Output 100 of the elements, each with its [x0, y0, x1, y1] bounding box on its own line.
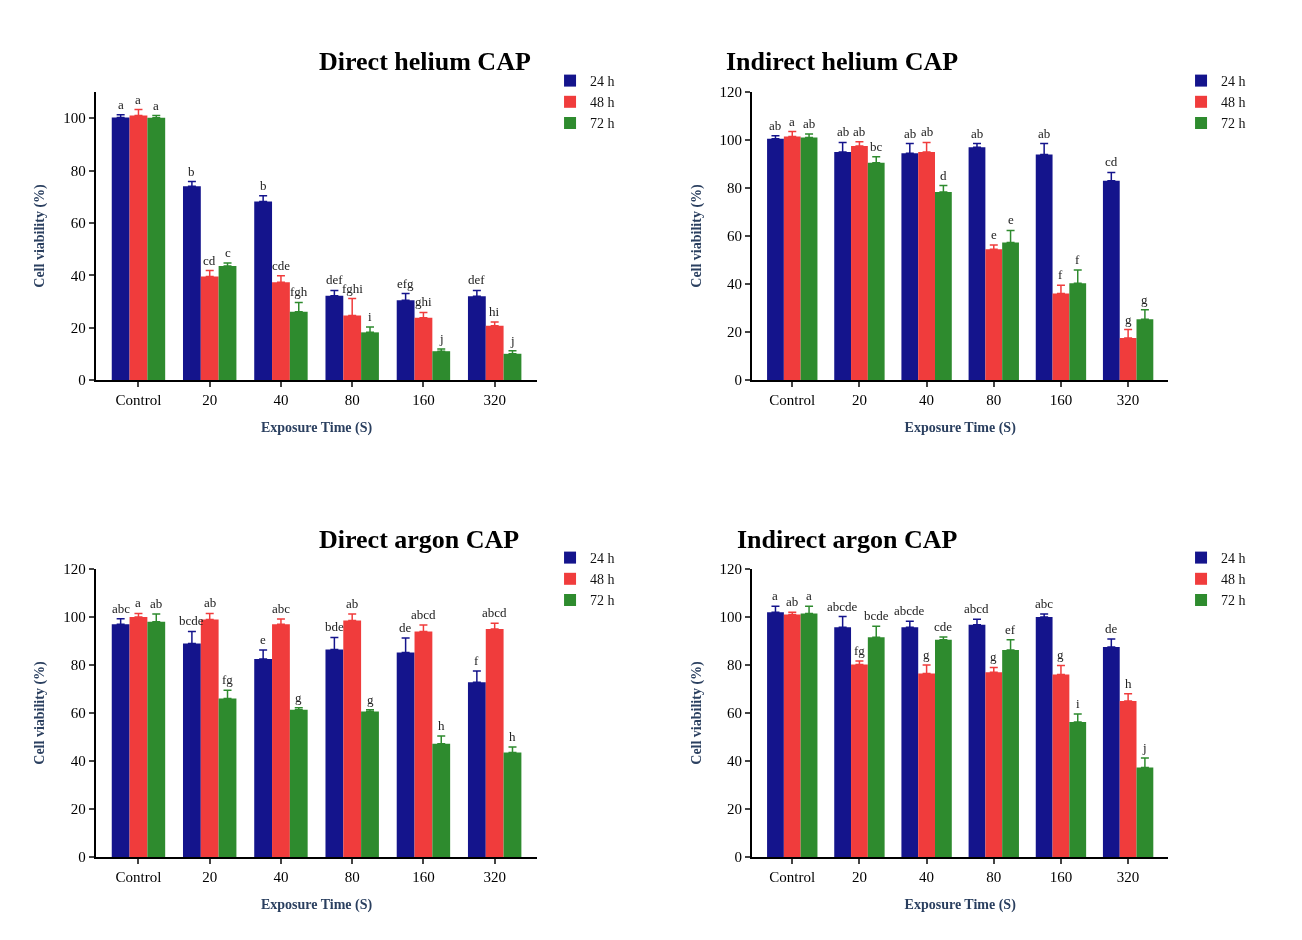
y-tick-label: 80 [726, 180, 742, 197]
y-tick-label: 100 [719, 609, 742, 626]
data-label: a [135, 92, 141, 107]
x-tick-label: 160 [412, 869, 435, 885]
data-label: e [260, 632, 266, 647]
data-label: e [1008, 212, 1014, 227]
y-axis-title: Cell viability (%) [32, 660, 49, 765]
y-tick-label: 20 [726, 324, 742, 341]
chart-title: Direct helium CAP [319, 47, 531, 76]
legend-label: 24 h [590, 551, 615, 567]
data-label: ab [837, 124, 850, 139]
data-label: fghi [342, 281, 364, 296]
bar [800, 137, 818, 380]
x-tick-label: 80 [344, 869, 360, 885]
data-label: hi [489, 304, 500, 319]
x-tick-label: 160 [1049, 392, 1073, 408]
chart-title: Direct argon CAP [319, 525, 520, 554]
bar [767, 138, 784, 380]
data-label: ab [786, 594, 799, 609]
x-tick-label: 40 [919, 392, 935, 408]
data-label: c [225, 245, 231, 260]
data-label: ab [204, 595, 217, 610]
legend-label: 48 h [590, 95, 615, 111]
y-tick-label: 100 [63, 609, 86, 626]
data-label: ab [1038, 126, 1051, 141]
x-tick-label: 320 [483, 392, 506, 408]
data-label: g [1125, 312, 1132, 327]
data-label: fg [854, 643, 866, 658]
x-tick-label: 40 [273, 869, 289, 885]
data-label: abc [272, 601, 291, 616]
legend-label: 72 h [1221, 593, 1246, 609]
y-tick-label: 100 [719, 132, 742, 149]
data-label: h [1125, 676, 1132, 691]
y-tick-label: 20 [70, 801, 86, 818]
y-tick-label: 60 [726, 228, 742, 245]
data-label: def [326, 272, 344, 287]
bar [485, 325, 504, 380]
bar [432, 351, 451, 380]
data-label: g [1057, 647, 1064, 662]
bar [503, 353, 522, 380]
x-tick-label: 40 [919, 869, 935, 885]
bar [1035, 617, 1053, 857]
data-label: g [1141, 292, 1148, 307]
y-tick-label: 40 [726, 276, 742, 293]
data-label: ghi [415, 294, 432, 309]
data-label: d [940, 168, 947, 183]
data-label: fgh [290, 284, 308, 299]
y-tick-label: 60 [70, 215, 86, 232]
x-tick-label: Control [769, 392, 816, 408]
bar [361, 711, 379, 857]
x-tick-label: Control [769, 869, 816, 885]
y-tick-label: 20 [726, 801, 742, 818]
data-label: a [118, 97, 124, 112]
data-label: abcde [827, 599, 858, 614]
data-label: i [1076, 696, 1080, 711]
legend-label: 24 h [590, 74, 615, 90]
y-tick-label: 0 [734, 849, 742, 866]
data-label: f [1058, 267, 1063, 282]
y-tick-label: 40 [70, 753, 86, 770]
x-tick-label: 80 [986, 869, 1002, 885]
data-label: a [789, 114, 795, 129]
bar [968, 147, 986, 380]
data-label: g [923, 647, 930, 662]
legend-label: 48 h [1221, 95, 1246, 111]
data-label: ab [346, 596, 359, 611]
data-label: g [990, 649, 997, 664]
data-label: b [260, 178, 267, 193]
bar [935, 639, 952, 857]
data-label: abcde [894, 603, 925, 618]
x-tick-label: 40 [273, 392, 289, 408]
legend-label: 48 h [590, 572, 615, 588]
y-axis-title: Cell viability (%) [32, 183, 49, 288]
legend-label: 72 h [590, 593, 615, 609]
x-axis-title: Exposure Time (S) [904, 419, 1017, 436]
y-axis-title: Cell viability (%) [688, 660, 705, 765]
data-label: ab [803, 116, 816, 131]
legend-label: 72 h [1221, 116, 1246, 132]
x-tick-label: Control [115, 392, 162, 408]
data-label: ab [971, 126, 984, 141]
data-label: ab [769, 118, 782, 133]
y-tick-label: 0 [734, 372, 742, 389]
data-label: a [806, 588, 812, 603]
legend-label: 48 h [1221, 572, 1246, 588]
x-axis-title: Exposure Time (S) [904, 896, 1017, 913]
data-label: h [438, 718, 445, 733]
y-tick-label: 120 [719, 84, 742, 101]
data-label: ab [853, 124, 866, 139]
data-label: abcd [964, 601, 990, 616]
x-tick-label: 160 [1049, 869, 1073, 885]
data-label: j [1142, 740, 1147, 755]
x-tick-label: Control [115, 869, 162, 885]
bar [129, 617, 148, 857]
y-tick-label: 0 [78, 372, 86, 389]
data-label: f [1075, 252, 1080, 267]
x-tick-label: 20 [202, 392, 218, 408]
y-tick-label: 40 [726, 753, 742, 770]
y-tick-label: 80 [70, 162, 86, 179]
y-tick-label: 40 [70, 267, 86, 284]
data-label: g [295, 690, 302, 705]
x-tick-label: 320 [1116, 392, 1140, 408]
